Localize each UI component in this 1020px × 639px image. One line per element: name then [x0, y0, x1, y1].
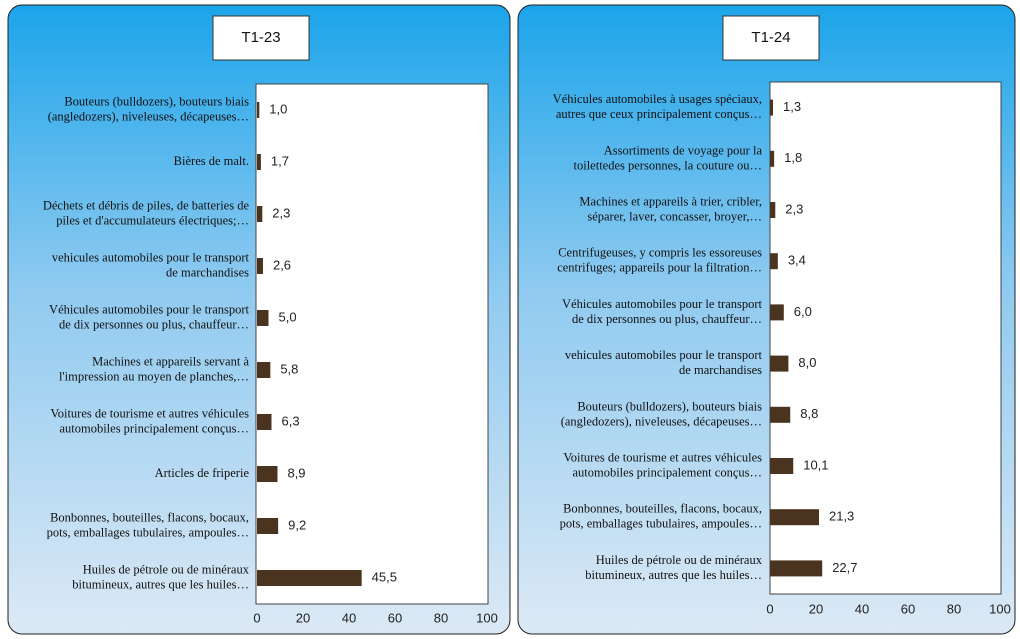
bar: [770, 406, 791, 423]
value-label: 1,7: [271, 153, 289, 168]
bar: [770, 458, 794, 474]
chart-title: T1-23: [241, 29, 280, 46]
x-tick-label: 100: [989, 601, 1011, 616]
x-tick-label: 60: [388, 610, 402, 625]
category-label: Huiles de pétrole ou de minéraux bitumine…: [585, 553, 762, 582]
category-label: Voitures de tourisme et autres véhicules…: [50, 406, 249, 435]
bar: [257, 570, 362, 586]
bar: [257, 414, 272, 430]
title-box: [212, 15, 310, 61]
value-label: 6,0: [794, 304, 812, 319]
title-box: [722, 15, 820, 61]
x-tick-label: 20: [809, 601, 823, 616]
bar: [257, 362, 271, 378]
x-tick-label: 40: [342, 610, 356, 625]
bar: [257, 258, 263, 274]
category-label: Articles de friperie: [155, 466, 250, 480]
category-label: Centrifugeuses, y compris les essoreuses…: [557, 246, 762, 275]
value-label: 3,4: [788, 253, 806, 268]
category-label: Voitures de tourisme et autres véhicules…: [563, 450, 762, 479]
value-label: 8,8: [800, 406, 818, 421]
value-label: 1,3: [783, 99, 801, 114]
value-label: 2,6: [273, 257, 291, 272]
category-label: Assortiments de voyage pour la toilettede…: [574, 143, 763, 172]
bar: [257, 466, 278, 482]
x-tick-label: 40: [855, 601, 869, 616]
bar: [770, 202, 776, 218]
bar: [770, 253, 778, 270]
bar: [770, 304, 784, 321]
value-label: 1,8: [784, 150, 802, 165]
category-label: Machines et appareils servant à l'impress…: [59, 354, 250, 383]
bar: [257, 154, 261, 170]
bar: [770, 509, 819, 526]
bar: [257, 102, 260, 118]
category-label: Bières de malt.: [174, 154, 249, 168]
value-label: 45,5: [372, 569, 397, 584]
category-label: Machines et appareils à trier, cribler, s…: [579, 194, 762, 223]
bar: [770, 355, 789, 372]
bar: [257, 310, 269, 326]
value-label: 8,0: [798, 355, 816, 370]
x-tick-label: 100: [476, 610, 498, 625]
category-label: Véhicules automobiles pour le transport d…: [49, 302, 249, 331]
value-label: 8,9: [287, 465, 305, 480]
value-label: 2,3: [785, 201, 803, 216]
value-label: 1,0: [269, 101, 287, 116]
value-label: 21,3: [829, 509, 854, 524]
bar: [770, 150, 775, 167]
bar: [257, 518, 279, 534]
plot-area: [769, 81, 1002, 595]
value-label: 10,1: [803, 457, 828, 472]
category-label: Véhicules automobiles à usages spéciaux,…: [553, 92, 762, 121]
value-label: 6,3: [281, 413, 299, 428]
category-label: Véhicules automobiles pour le transport d…: [562, 297, 762, 326]
x-tick-label: 80: [947, 601, 961, 616]
category-label: vehicules automobiles pour le transport d…: [52, 250, 250, 279]
value-label: 9,2: [288, 517, 306, 532]
category-label: Huiles de pétrole ou de minéraux bitumine…: [72, 562, 249, 591]
x-tick-label: 0: [253, 610, 260, 625]
chart-title: T1-24: [751, 29, 790, 46]
x-tick-label: 0: [766, 601, 773, 616]
category-label: Bonbonnes, bouteilles, flacons, bocaux, p…: [560, 502, 762, 531]
bar: [770, 560, 823, 577]
value-label: 5,8: [280, 361, 298, 376]
value-label: 22,7: [832, 560, 857, 575]
value-label: 5,0: [279, 309, 297, 324]
category-label: Bonbonnes, bouteilles, flacons, bocaux, p…: [47, 510, 249, 539]
x-tick-label: 20: [296, 610, 310, 625]
x-tick-label: 80: [434, 610, 448, 625]
category-label: Déchets et débris de piles, de batteries…: [43, 198, 250, 227]
bar: [770, 99, 773, 116]
plot-area: [255, 83, 489, 605]
category-label: Bouteurs (bulldozers), bouteurs biais (an…: [561, 399, 762, 428]
category-label: Bouteurs (bulldozers), bouteurs biais (an…: [48, 94, 249, 123]
category-label: vehicules automobiles pour le transport d…: [565, 348, 763, 377]
x-tick-label: 60: [901, 601, 915, 616]
value-label: 2,3: [272, 205, 290, 220]
bar: [257, 206, 263, 222]
